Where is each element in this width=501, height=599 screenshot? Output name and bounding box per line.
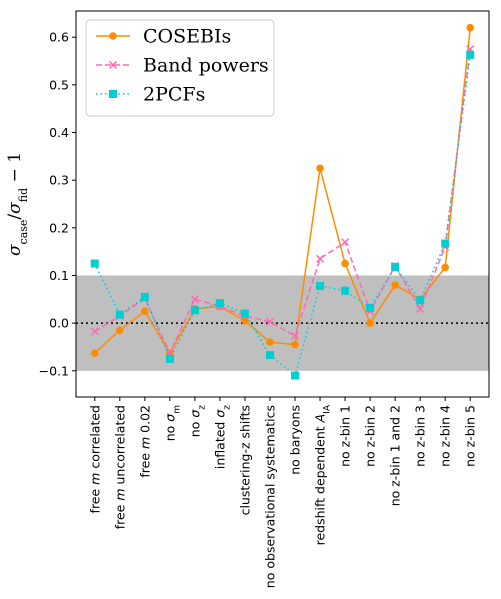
data-point xyxy=(291,371,300,380)
data-point xyxy=(441,239,450,248)
series-2pcfs xyxy=(90,50,475,380)
data-point xyxy=(391,262,400,271)
data-point xyxy=(90,327,99,336)
data-point xyxy=(215,299,224,308)
legend-item: COSEBIs xyxy=(96,26,231,48)
data-point xyxy=(341,286,350,295)
legend-label: 2PCFs xyxy=(143,84,205,106)
legend-item: Band powers xyxy=(96,55,269,77)
series-line xyxy=(94,49,471,355)
data-point xyxy=(115,310,124,319)
y-tick-label: 0.4 xyxy=(49,125,69,140)
x-tick-label: inflated σz xyxy=(212,405,232,469)
y-tick-label: 0.6 xyxy=(49,30,69,45)
data-point xyxy=(466,50,475,59)
series-layer xyxy=(90,23,475,380)
data-point xyxy=(265,351,274,360)
y-tick-label: 0.5 xyxy=(49,77,69,92)
data-point xyxy=(141,307,149,316)
y-tick-label: 0.2 xyxy=(49,220,69,235)
x-tick-label: no z-bin 2 xyxy=(363,405,378,467)
data-point xyxy=(291,340,299,349)
legend-item: 2PCFs xyxy=(96,84,205,106)
x-tick-label: no observational systematics xyxy=(262,405,277,588)
legend-marker xyxy=(108,60,118,70)
axes-layer: −0.1 0.0 0.1 0.2 0.3 0.4 0.5 0.6 free m correlat… xyxy=(39,10,490,588)
plot-area xyxy=(76,275,489,371)
data-point xyxy=(316,281,325,290)
data-point xyxy=(265,317,275,326)
data-point xyxy=(266,338,274,346)
legend-label: COSEBIs xyxy=(143,26,231,48)
data-point xyxy=(366,319,374,327)
data-point xyxy=(416,296,425,305)
legend-label: Band powers xyxy=(143,55,269,77)
data-point xyxy=(391,281,399,289)
axes-frame xyxy=(75,10,490,398)
legend-marker xyxy=(109,90,117,98)
data-point xyxy=(140,292,149,301)
legend-box xyxy=(85,19,275,117)
y-tick-label: −0.1 xyxy=(39,363,69,378)
y-tick-label: 0.3 xyxy=(49,173,69,188)
x-tick-label: no z-bin 1 and 2 xyxy=(388,405,403,506)
y-tick-label: 0.1 xyxy=(49,268,69,283)
data-point xyxy=(316,164,324,173)
x-tick-label: free m 0.02 xyxy=(137,405,152,478)
data-point xyxy=(366,303,375,312)
x-tick-label: no z-bin 1 xyxy=(338,405,353,467)
x-tick-label: no σz xyxy=(187,405,207,437)
data-point xyxy=(416,304,425,313)
x-tick-label: clustering-z shifts xyxy=(237,405,252,515)
data-point xyxy=(90,259,99,268)
x-tick-label: no baryons xyxy=(288,405,303,475)
x-tick-label: redshift dependent AIA xyxy=(313,404,333,545)
series-line xyxy=(94,27,471,355)
y-tick-label: 0.0 xyxy=(49,316,69,331)
x-tick-label: no z-bin 3 xyxy=(413,405,428,467)
legend-marker xyxy=(109,32,117,40)
data-point xyxy=(116,326,124,335)
x-tick-label: free m correlated xyxy=(87,405,102,513)
data-point xyxy=(441,263,449,272)
data-point xyxy=(165,354,174,363)
x-tick-label: no z-bin 5 xyxy=(463,405,478,467)
x-tick-label: no z-bin 4 xyxy=(438,405,453,467)
data-point xyxy=(466,23,475,32)
data-point xyxy=(190,295,199,304)
data-point xyxy=(190,306,199,315)
legend: COSEBIs Band powers 2PCFs xyxy=(85,19,275,117)
y-axis-label: σcase/σfid − 1 xyxy=(5,152,30,256)
data-point xyxy=(90,349,99,357)
x-tick-label: no σm xyxy=(162,405,182,441)
data-point xyxy=(316,254,325,263)
data-point xyxy=(290,331,300,341)
data-point xyxy=(240,309,249,318)
data-point xyxy=(341,238,350,247)
x-tick-label: free m uncorrelated xyxy=(112,405,127,529)
data-point xyxy=(341,259,349,268)
y-axis-label-text: σcase/σfid − 1 xyxy=(5,152,30,256)
